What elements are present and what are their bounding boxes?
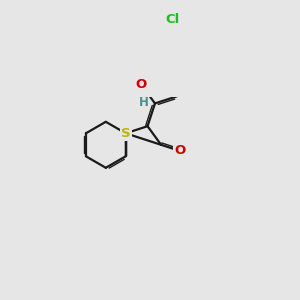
- Text: S: S: [121, 127, 130, 140]
- Text: H: H: [138, 96, 148, 109]
- Text: Cl: Cl: [165, 13, 180, 26]
- Text: O: O: [136, 78, 147, 91]
- Text: O: O: [174, 144, 185, 157]
